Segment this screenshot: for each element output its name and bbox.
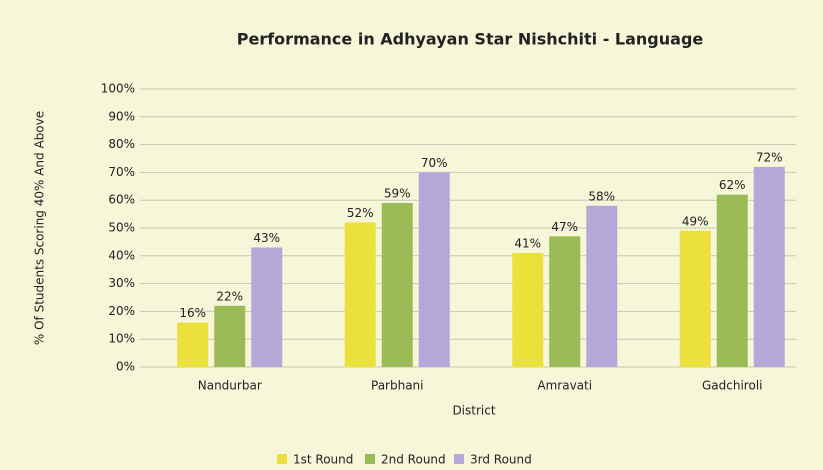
chart-title: Performance in Adhyayan Star Nishchiti -… [237,30,704,49]
y-tick-label: 50% [108,221,135,235]
x-tick-label: Gadchiroli [702,379,763,393]
legend-swatch [277,454,287,464]
y-tick-label: 70% [108,165,135,179]
data-label: 22% [216,289,243,303]
data-label: 62% [719,178,746,192]
data-label: 47% [551,220,578,234]
y-tick-label: 100% [101,82,135,96]
bar [344,222,376,367]
y-tick-label: 10% [108,332,135,346]
data-label: 58% [588,189,615,203]
y-tick-label: 0% [116,360,135,374]
x-tick-label: Nandurbar [198,379,262,393]
data-label: 59% [384,186,411,200]
y-tick-label: 40% [108,248,135,262]
legend-swatch [365,454,375,464]
data-label: 70% [421,156,448,170]
y-tick-label: 20% [108,304,135,318]
bar [251,247,283,367]
data-label: 43% [253,231,280,245]
legend-swatch [454,454,464,464]
bar [679,230,711,367]
bar [418,172,450,367]
y-tick-label: 80% [108,137,135,151]
bar [177,322,209,367]
bar [214,305,246,367]
legend-label: 3rd Round [470,453,532,467]
bar [549,236,581,367]
bar [381,202,413,367]
bar [716,194,748,367]
data-label: 16% [179,306,206,320]
x-tick-label: Amravati [537,379,592,393]
legend-label: 1st Round [293,453,353,467]
bar [753,166,785,367]
data-label: 41% [514,237,541,251]
bar [512,253,544,367]
data-label: 52% [347,206,374,220]
bar [586,205,618,367]
legend-label: 2nd Round [381,453,446,467]
y-tick-label: 30% [108,276,135,290]
y-tick-label: 90% [108,109,135,123]
y-axis-label: % Of Students Scoring 40% And Above [33,111,47,345]
y-tick-label: 60% [108,193,135,207]
data-label: 72% [756,150,783,164]
data-label: 49% [682,214,709,228]
x-axis-label: District [452,404,495,418]
x-tick-label: Parbhani [371,379,424,393]
